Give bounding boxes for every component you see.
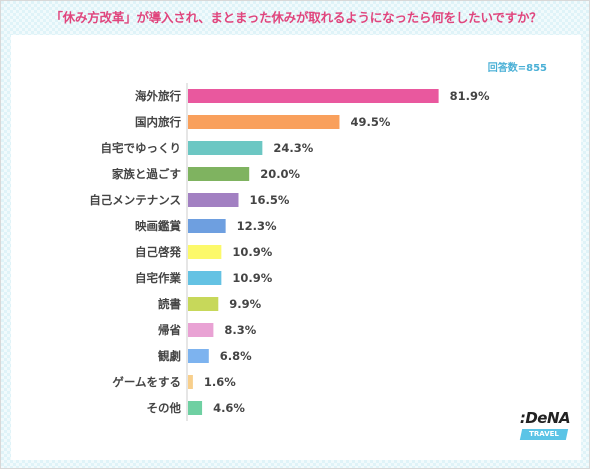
logo-brand: :DeNA (519, 409, 571, 427)
category-label: その他 (147, 401, 182, 415)
category-label: 観劇 (158, 349, 181, 363)
value-label: 20.0% (260, 167, 300, 181)
dena-travel-logo: :DeNA TRAVEL (519, 409, 571, 443)
value-label: 12.3% (237, 219, 277, 233)
respondent-count: 回答数=855 (487, 63, 547, 74)
bar (188, 115, 340, 129)
value-label: 16.5% (249, 193, 289, 207)
value-label: 81.9% (450, 89, 490, 103)
category-label: 映画鑑賞 (135, 219, 181, 233)
value-label: 8.3% (224, 323, 256, 337)
bar (188, 297, 219, 311)
bar (188, 193, 239, 207)
chart-panel (11, 35, 581, 460)
category-label: ゲームをする (112, 375, 181, 389)
category-label: 自己メンテナンス (89, 193, 181, 207)
bar (188, 271, 222, 285)
category-label: 国内旅行 (135, 115, 181, 129)
category-label: 読書 (158, 297, 181, 311)
bar (188, 219, 226, 233)
bar (188, 167, 250, 181)
category-label: 自宅作業 (135, 271, 181, 285)
category-label: 自宅でゆっくり (101, 141, 182, 155)
category-label: 帰省 (158, 323, 181, 337)
bar (188, 141, 263, 155)
value-label: 24.3% (273, 141, 313, 155)
category-label: 自己啓発 (135, 245, 181, 259)
chart-title: 「休み方改革」が導入され、まとまった休みが取れるようになったら何をしたいですか？ (50, 10, 542, 25)
bar (188, 349, 209, 363)
bar (188, 401, 203, 415)
category-label: 海外旅行 (135, 89, 181, 103)
value-label: 49.5% (350, 115, 390, 129)
bar (188, 375, 193, 389)
value-label: 4.6% (213, 401, 245, 415)
bar (188, 89, 439, 103)
logo-sub: TRAVEL (529, 430, 559, 438)
value-label: 6.8% (220, 349, 252, 363)
category-label: 家族と過ごす (112, 167, 181, 181)
logo-band: TRAVEL (519, 429, 569, 440)
bar (188, 245, 222, 259)
value-label: 9.9% (229, 297, 261, 311)
value-label: 10.9% (232, 271, 272, 285)
bar (188, 323, 214, 337)
value-label: 1.6% (204, 375, 236, 389)
value-label: 10.9% (232, 245, 272, 259)
